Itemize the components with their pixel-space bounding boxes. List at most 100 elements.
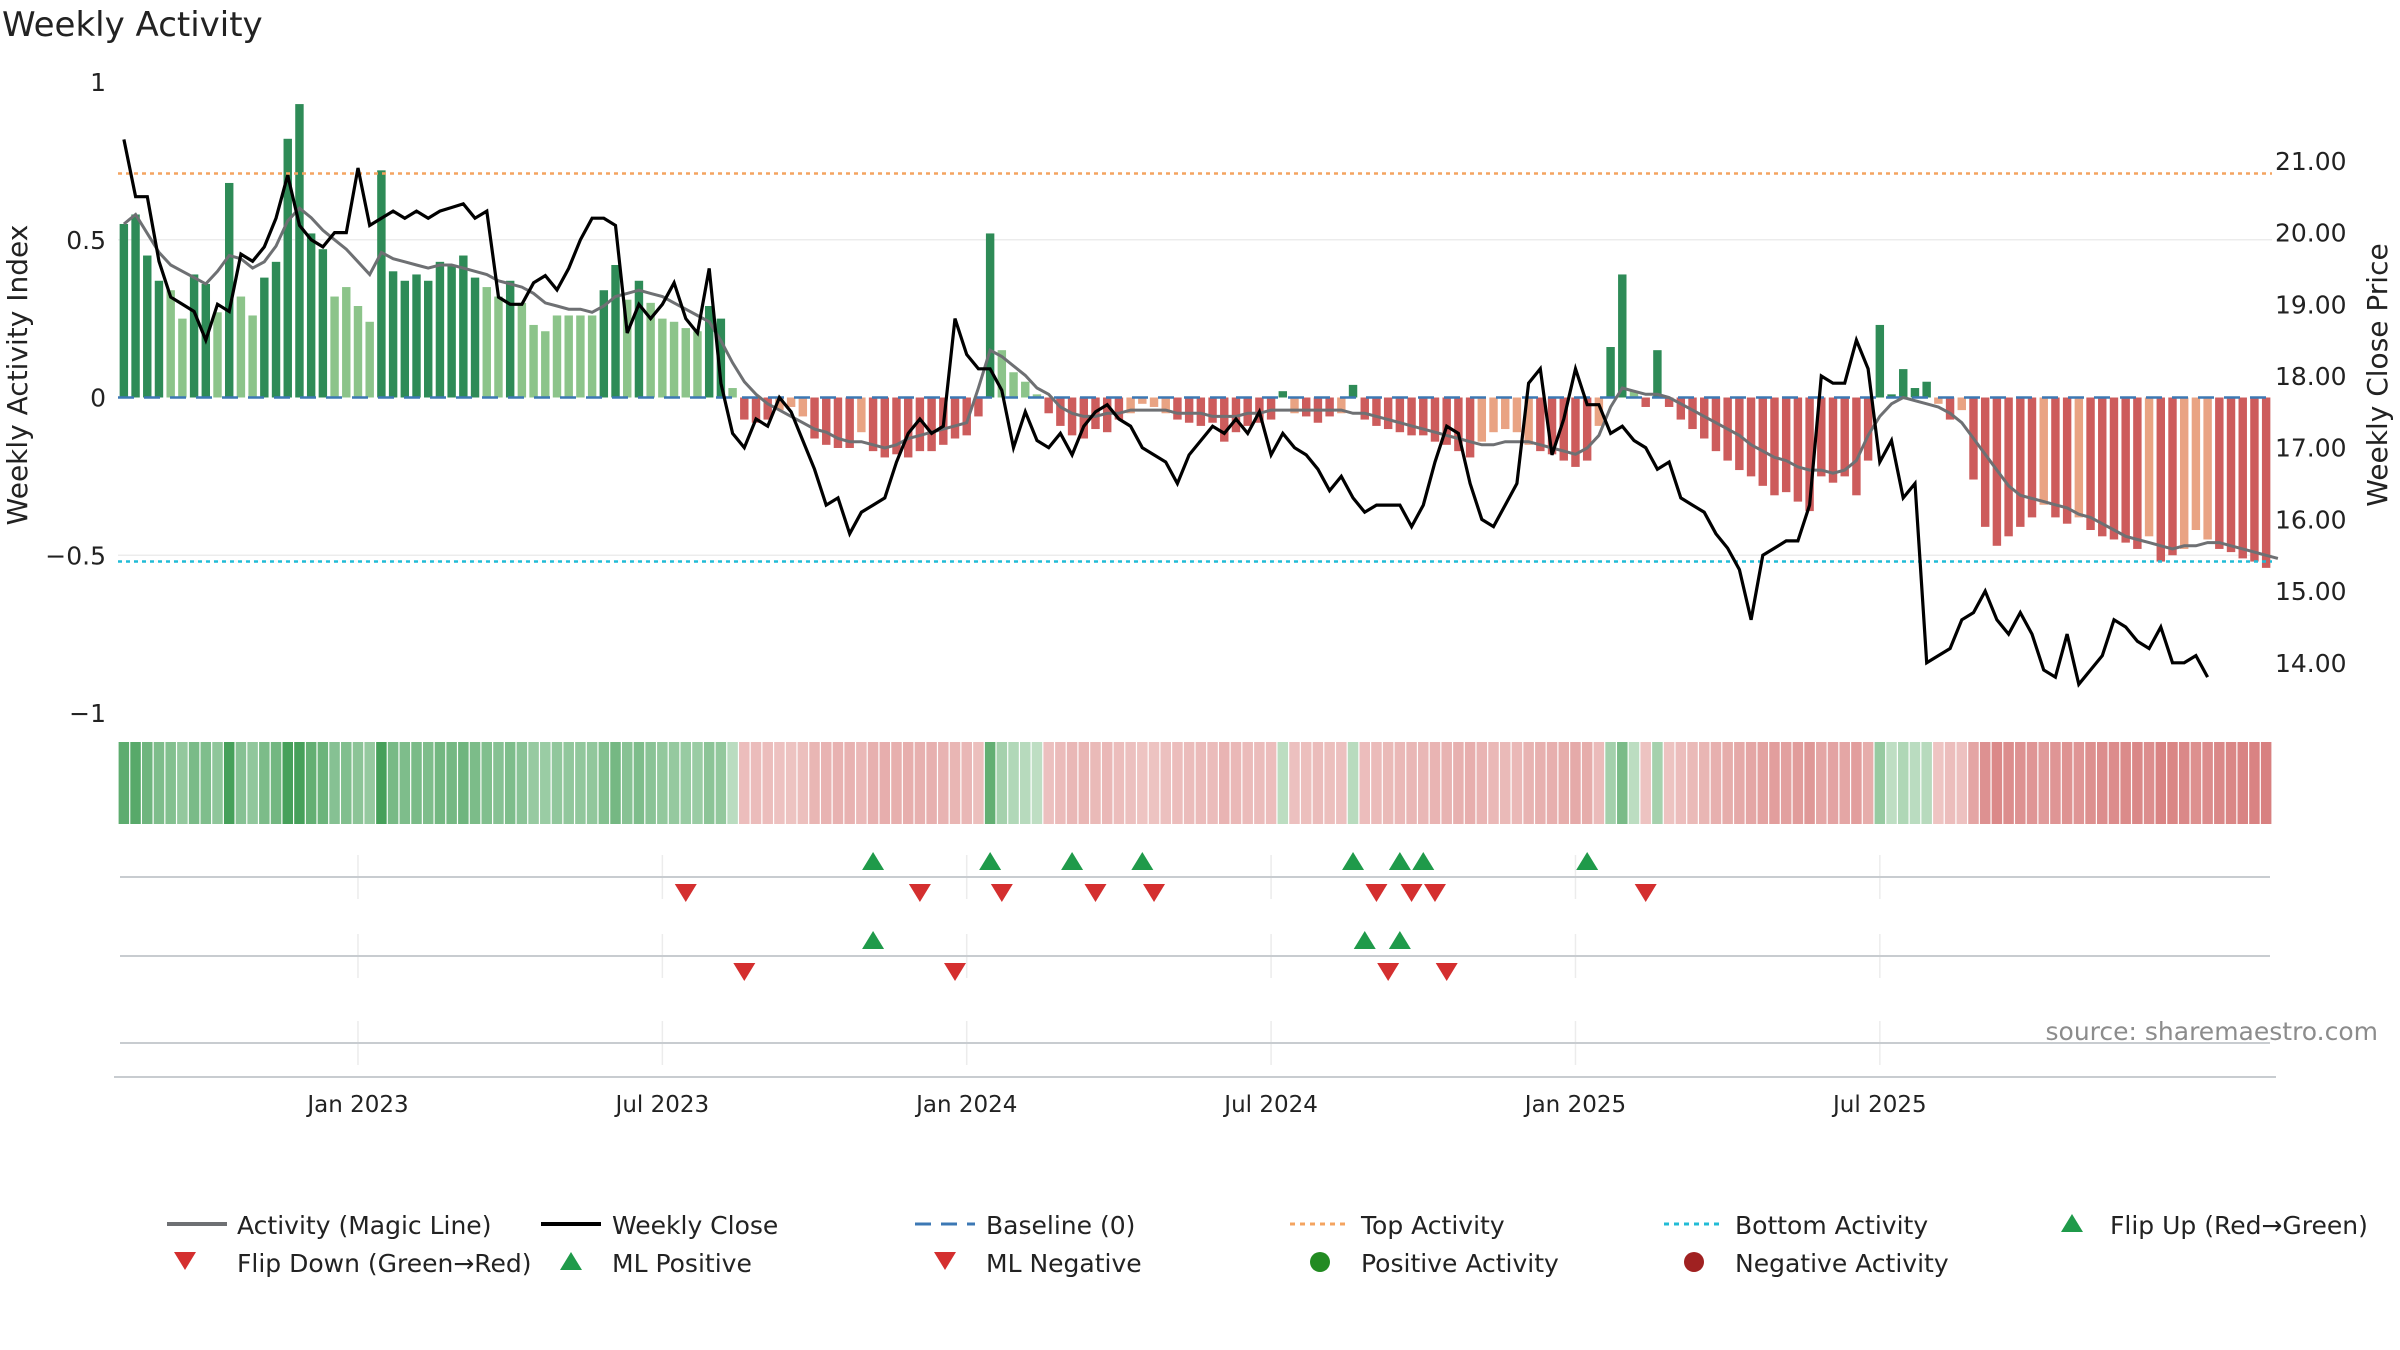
heat-cell (1476, 742, 1488, 824)
activity-bar (1536, 397, 1545, 452)
activity-bar (2250, 397, 2259, 562)
heat-cell (902, 742, 914, 824)
heat-cell (2073, 742, 2085, 824)
activity-bar (2062, 397, 2072, 524)
activity-bar (353, 306, 363, 398)
heat-cell (399, 742, 411, 824)
activity-bar (283, 138, 292, 398)
magic-line-series (122, 206, 2279, 560)
activity-bar (2261, 397, 2271, 568)
activity-bar (798, 397, 808, 417)
activity-bar (1945, 397, 1955, 420)
heat-cell (1570, 742, 1581, 824)
heat-cell (1324, 742, 1335, 824)
heat-cell (387, 742, 399, 824)
activity-bar (1653, 350, 1662, 398)
y-axis-label: Weekly Activity Index (1, 225, 34, 526)
heat-cell (1745, 742, 1757, 824)
activity-bar (2215, 397, 2224, 549)
heat-cell (177, 742, 188, 824)
heat-cell (996, 742, 1008, 824)
heat-cell (914, 742, 926, 824)
heat-cell (1008, 742, 1019, 824)
heat-cell (493, 742, 504, 824)
heat-cell (223, 742, 235, 824)
heat-cell (2097, 742, 2108, 824)
activity-bar (1290, 397, 1299, 414)
activity-bar (1196, 397, 1206, 426)
flip-up-marker (1576, 852, 1599, 870)
activity-bar (868, 397, 878, 452)
activity-bar (564, 315, 573, 398)
activity-bar (1910, 388, 1920, 398)
activity-bar (880, 397, 889, 458)
heat-cell (739, 742, 750, 824)
ml-negative-marker (733, 963, 756, 981)
activity-bar (189, 274, 199, 398)
heat-cell (797, 742, 809, 824)
activity-bar (1828, 397, 1838, 483)
heat-cell (1441, 742, 1452, 824)
weekly-close-series (122, 139, 2210, 688)
activity-bar (1559, 397, 1568, 461)
heat-cell (586, 742, 598, 824)
heat-cell (2249, 742, 2260, 824)
activity-bar (1922, 381, 1931, 398)
activity-bar (1465, 397, 1475, 458)
activity-bar (2039, 397, 2048, 505)
heat-cell (2260, 742, 2272, 824)
activity-bar (915, 397, 925, 452)
activity-bar (470, 277, 480, 398)
heat-cell (1265, 742, 1277, 824)
y2-tick-label: 19.00 (2275, 290, 2347, 319)
heat-cell (1617, 742, 1628, 824)
activity-bar (1606, 347, 1615, 398)
heat-cell (1488, 742, 1499, 824)
heat-cell (2178, 742, 2190, 824)
ml-negative-marker (944, 963, 967, 981)
activity-bar (658, 318, 667, 398)
activity-bar (248, 315, 257, 398)
heat-cell (1078, 742, 1090, 824)
activity-bar (634, 280, 644, 398)
legend-marker-positive-activity (1310, 1252, 1330, 1272)
activity-bar (997, 350, 1007, 398)
ml-negative-marker (1377, 963, 1400, 981)
heat-cell (2237, 742, 2248, 824)
heat-cell (680, 742, 692, 824)
activity-bar (962, 397, 971, 436)
heat-cell (1230, 742, 1242, 824)
activity-bar (1325, 397, 1334, 417)
heat-cell (2120, 742, 2131, 824)
activity-bar (1524, 397, 1533, 445)
activity-bar (1688, 397, 1697, 430)
y2-tick-label: 14.00 (2275, 649, 2347, 678)
heat-cell (1816, 742, 1827, 824)
heat-cell (317, 742, 329, 824)
heat-cell (610, 742, 621, 824)
activity-bar (2203, 397, 2212, 540)
activity-bar (646, 302, 655, 398)
heat-cell (1687, 742, 1698, 824)
heat-cell (1909, 742, 1921, 824)
heat-cell (282, 742, 293, 824)
heat-cell (668, 742, 680, 824)
heat-cell (422, 742, 434, 824)
heat-cell (809, 742, 820, 824)
y-tick-label: 1 (90, 68, 106, 97)
activity-bar (1582, 397, 1592, 461)
heat-cell (645, 742, 656, 824)
y-tick-label: 0 (90, 384, 106, 413)
activity-bar (154, 280, 164, 398)
heat-cell (938, 742, 949, 824)
activity-bar (1173, 397, 1182, 420)
heat-cell (1043, 742, 1054, 824)
heat-cell (188, 742, 200, 824)
activity-bar (1079, 397, 1089, 439)
activity-bar (857, 397, 866, 433)
activity-bar (1746, 397, 1756, 477)
legend-label-weekly-close: Weekly Close (612, 1211, 778, 1240)
series-lines (122, 139, 2279, 688)
activity-bar (1149, 397, 1159, 407)
activity-bar (1840, 397, 1849, 477)
